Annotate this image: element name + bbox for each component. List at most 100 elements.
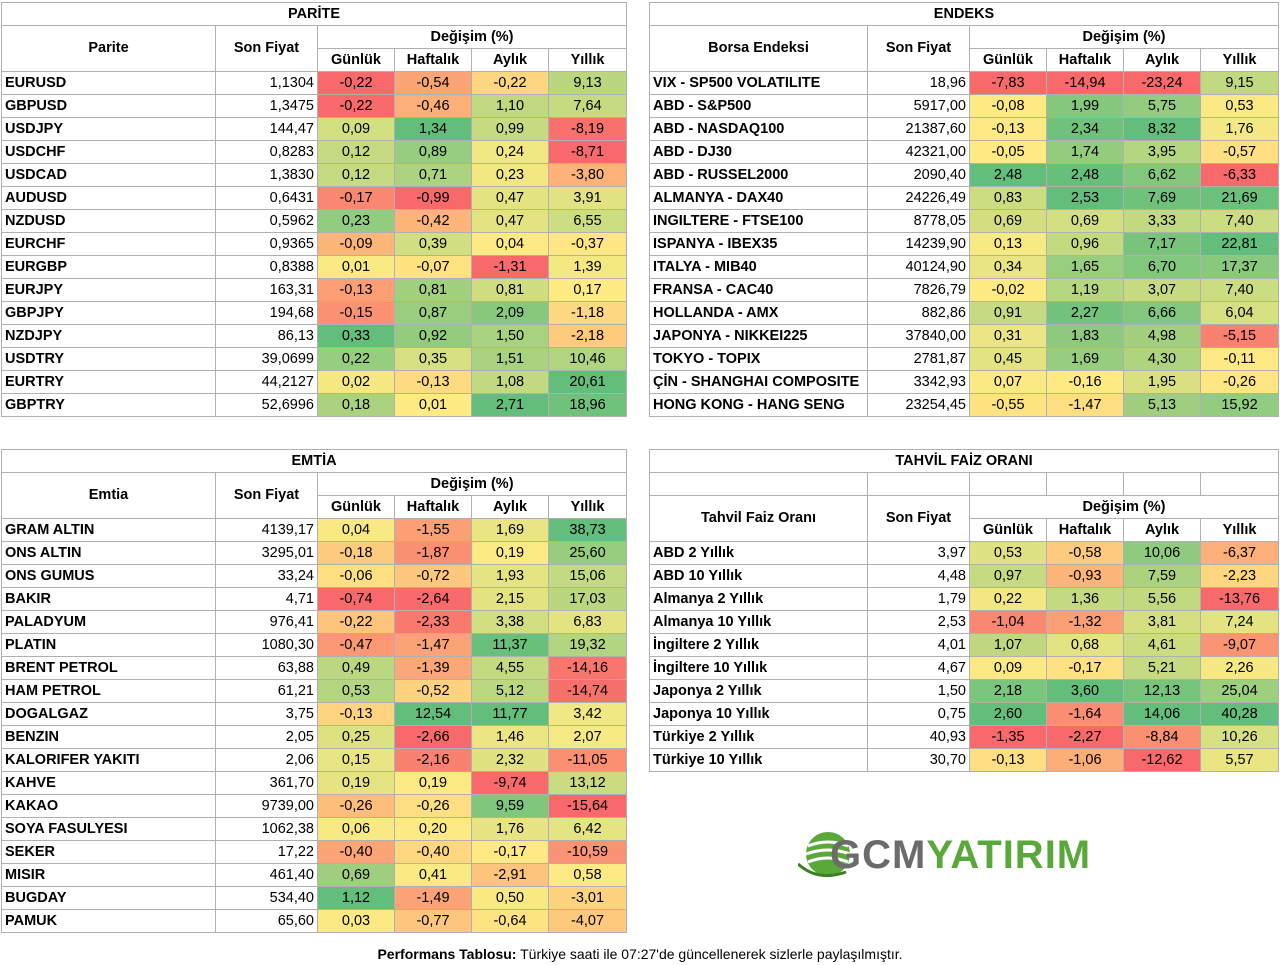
row-change-monthly: 5,56 (1123, 587, 1201, 611)
row-change-yearly: 17,37 (1199, 255, 1280, 279)
row-name: GBPUSD (1, 94, 216, 118)
table-row: JAPONYA - NIKKEI225 37840,00 0,31 1,83 4,98-… (649, 324, 1280, 348)
table-row: HAM PETROL 61,21 0,53 -0,52 5,12 -14,74 (1, 679, 628, 703)
endeks-title: ENDEKS (648, 2, 1280, 26)
row-price: 0,5962 (215, 209, 318, 233)
row-change-yearly: 6,04 (1199, 301, 1280, 325)
row-price: 39,0699 (215, 347, 318, 371)
row-change-yearly: -9,07 (1199, 633, 1280, 657)
row-change-daily: -7,83 (969, 71, 1047, 95)
row-price: 7826,79 (867, 278, 970, 302)
row-change-monthly: 1,51 (471, 347, 549, 371)
row-change-daily: 0,34 (969, 255, 1047, 279)
row-price: 2,05 (215, 725, 318, 749)
row-change-yearly: 20,61 (547, 370, 628, 394)
row-price: 4,01 (867, 633, 970, 657)
row-change-monthly: 0,23 (471, 163, 549, 187)
row-change-yearly: 18,96 (547, 393, 628, 417)
endeks-col-price: Son Fiyat (867, 25, 970, 72)
row-price: 2781,87 (867, 347, 970, 371)
row-change-yearly: -0,11 (1199, 347, 1280, 371)
row-name: EURGBP (1, 255, 216, 279)
row-change-yearly: 7,40 (1199, 209, 1280, 233)
row-change-monthly: 14,06 (1123, 702, 1201, 726)
row-change-weekly: -2,16 (394, 748, 472, 772)
row-change-daily: -0,13 (317, 702, 395, 726)
row-change-yearly: -0,57 (1199, 140, 1280, 164)
row-change-weekly: -1,64 (1046, 702, 1124, 726)
emtia-col-daily: Günlük (317, 495, 395, 519)
row-change-weekly: -0,58 (1046, 541, 1124, 565)
row-change-monthly: -9,74 (471, 771, 549, 795)
row-change-yearly: 7,24 (1199, 610, 1280, 634)
row-change-daily: -0,13 (969, 748, 1047, 772)
table-row: ABD - S&P500 5917,00 -0,08 1,99 5,75 0,53 (649, 94, 1280, 118)
row-name: ONS ALTIN (1, 541, 216, 565)
row-change-daily: -1,04 (969, 610, 1047, 634)
row-change-weekly: 0,41 (394, 863, 472, 887)
row-change-daily: 0,69 (317, 863, 395, 887)
row-name: DOGALGAZ (1, 702, 216, 726)
row-change-yearly: 6,42 (547, 817, 628, 841)
row-change-yearly: -13,76 (1199, 587, 1280, 611)
row-change-yearly: 15,92 (1199, 393, 1280, 417)
row-change-monthly: 2,09 (471, 301, 549, 325)
row-change-yearly: 7,64 (547, 94, 628, 118)
row-change-weekly: -1,39 (394, 656, 472, 680)
row-change-daily: 0,03 (317, 909, 395, 933)
emtia-col-name: Emtia (1, 472, 216, 519)
row-price: 0,6431 (215, 186, 318, 210)
row-price: 9739,00 (215, 794, 318, 818)
row-price: 0,75 (867, 702, 970, 726)
row-change-weekly: -0,26 (394, 794, 472, 818)
row-change-daily: 2,48 (969, 163, 1047, 187)
row-name: ÇİN - SHANGHAI COMPOSITE (649, 370, 868, 394)
row-change-yearly: 10,26 (1199, 725, 1280, 749)
table-row: İngiltere 10 Yıllık 4,67 0,09 -0,17 5,21 2,26 (649, 656, 1280, 680)
row-change-weekly: -0,72 (394, 564, 472, 588)
row-change-monthly: 6,70 (1123, 255, 1201, 279)
row-change-daily: 0,25 (317, 725, 395, 749)
emtia-title: EMTİA (0, 449, 628, 473)
row-change-weekly: -0,42 (394, 209, 472, 233)
row-price: 2,53 (867, 610, 970, 634)
row-name: KAHVE (1, 771, 216, 795)
table-row: BRENT PETROL 63,88 0,49 -1,39 4,55 -14,16 (1, 656, 628, 680)
table-row: EURTRY 44,2127 0,02 -0,13 1,08 20,61 (1, 370, 628, 394)
table-row: EURUSD 1,1304 -0,22 -0,54 -0,22 9,13 (1, 71, 628, 95)
row-change-monthly: 0,47 (471, 209, 549, 233)
row-change-daily: -0,02 (969, 278, 1047, 302)
row-price: 21387,60 (867, 117, 970, 141)
row-change-weekly: -1,87 (394, 541, 472, 565)
row-name: Türkiye 2 Yıllık (649, 725, 868, 749)
row-change-weekly: 0,20 (394, 817, 472, 841)
row-price: 2090,40 (867, 163, 970, 187)
row-change-monthly: -0,64 (471, 909, 549, 933)
row-change-weekly: 0,01 (394, 393, 472, 417)
row-name: AUDUSD (1, 186, 216, 210)
table-row: ISPANYA - IBEX35 14239,90 0,13 0,96 7,17 22,8… (649, 232, 1280, 256)
row-change-yearly: 19,32 (547, 633, 628, 657)
row-name: HONG KONG - HANG SENG (649, 393, 868, 417)
row-name: BAKIR (1, 587, 216, 611)
row-name: BENZIN (1, 725, 216, 749)
row-change-weekly: 0,68 (1046, 633, 1124, 657)
table-row: ABD 10 Yıllık 4,48 0,97 -0,93 7,59 -2,23 (649, 564, 1280, 588)
row-price: 4,71 (215, 587, 318, 611)
row-change-yearly: -11,05 (547, 748, 628, 772)
row-name: İngiltere 10 Yıllık (649, 656, 868, 680)
row-name: ABD - S&P500 (649, 94, 868, 118)
row-change-yearly: 7,40 (1199, 278, 1280, 302)
row-change-weekly: -2,64 (394, 587, 472, 611)
row-price: 18,96 (867, 71, 970, 95)
row-change-monthly: 1,93 (471, 564, 549, 588)
row-change-monthly: -23,24 (1123, 71, 1201, 95)
row-change-daily: -0,22 (317, 71, 395, 95)
endeks-col-change: Değişim (%) (968, 25, 1280, 49)
row-change-daily: -0,55 (969, 393, 1047, 417)
parite-col-change: Değişim (%) (316, 25, 628, 49)
row-price: 1,79 (867, 587, 970, 611)
row-name: EURTRY (1, 370, 216, 394)
table-row: Almanya 2 Yıllık 1,79 0,22 1,36 5,56 -13,76 (649, 587, 1280, 611)
row-change-monthly: 11,37 (471, 633, 549, 657)
